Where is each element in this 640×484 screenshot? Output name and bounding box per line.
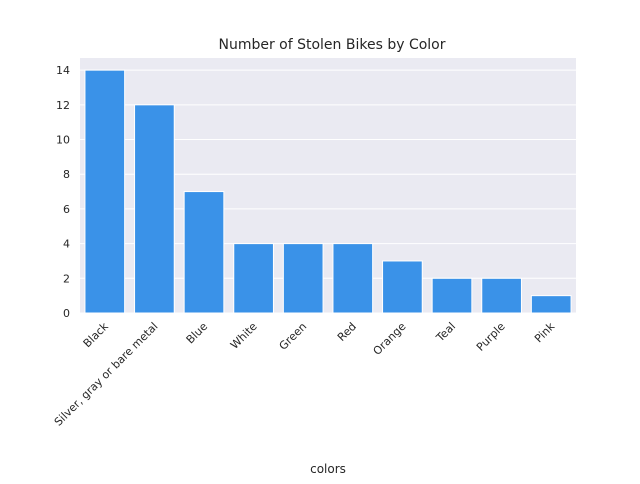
bar [332, 243, 374, 314]
x-tick-label: Green [277, 320, 310, 353]
x-tick-label: Purple [474, 320, 508, 354]
x-tick-label: Silver, gray or bare metal [52, 320, 161, 429]
x-tick-label: Orange [371, 320, 409, 358]
bars [84, 69, 572, 314]
x-tick-label: Blue [184, 320, 211, 347]
y-tick-label: 6 [63, 203, 70, 216]
bar [530, 295, 572, 314]
y-tick-label: 2 [63, 272, 70, 285]
y-tick-label: 12 [56, 99, 70, 112]
y-tick-label: 10 [56, 134, 70, 147]
x-tick-label: Black [81, 319, 112, 350]
chart-title: Number of Stolen Bikes by Color [218, 37, 445, 53]
y-tick-label: 0 [63, 307, 70, 320]
bar [84, 69, 126, 314]
x-tick-label: Red [335, 320, 359, 344]
x-tick-label: Teal [433, 320, 458, 345]
bar [481, 277, 522, 314]
x-axis-label: colors [310, 462, 346, 476]
x-tick-label: Pink [532, 319, 558, 345]
bar [134, 104, 175, 314]
y-axis-ticks: 0 2 4 6 8 10 12 14 [56, 64, 70, 320]
bar [183, 191, 225, 314]
x-tick-label: White [228, 320, 260, 352]
y-tick-label: 14 [56, 64, 70, 77]
bar [282, 243, 324, 314]
bar [431, 277, 473, 314]
bar [382, 260, 423, 314]
y-tick-label: 4 [63, 238, 70, 251]
bar [233, 243, 274, 314]
y-tick-label: 8 [63, 168, 70, 181]
